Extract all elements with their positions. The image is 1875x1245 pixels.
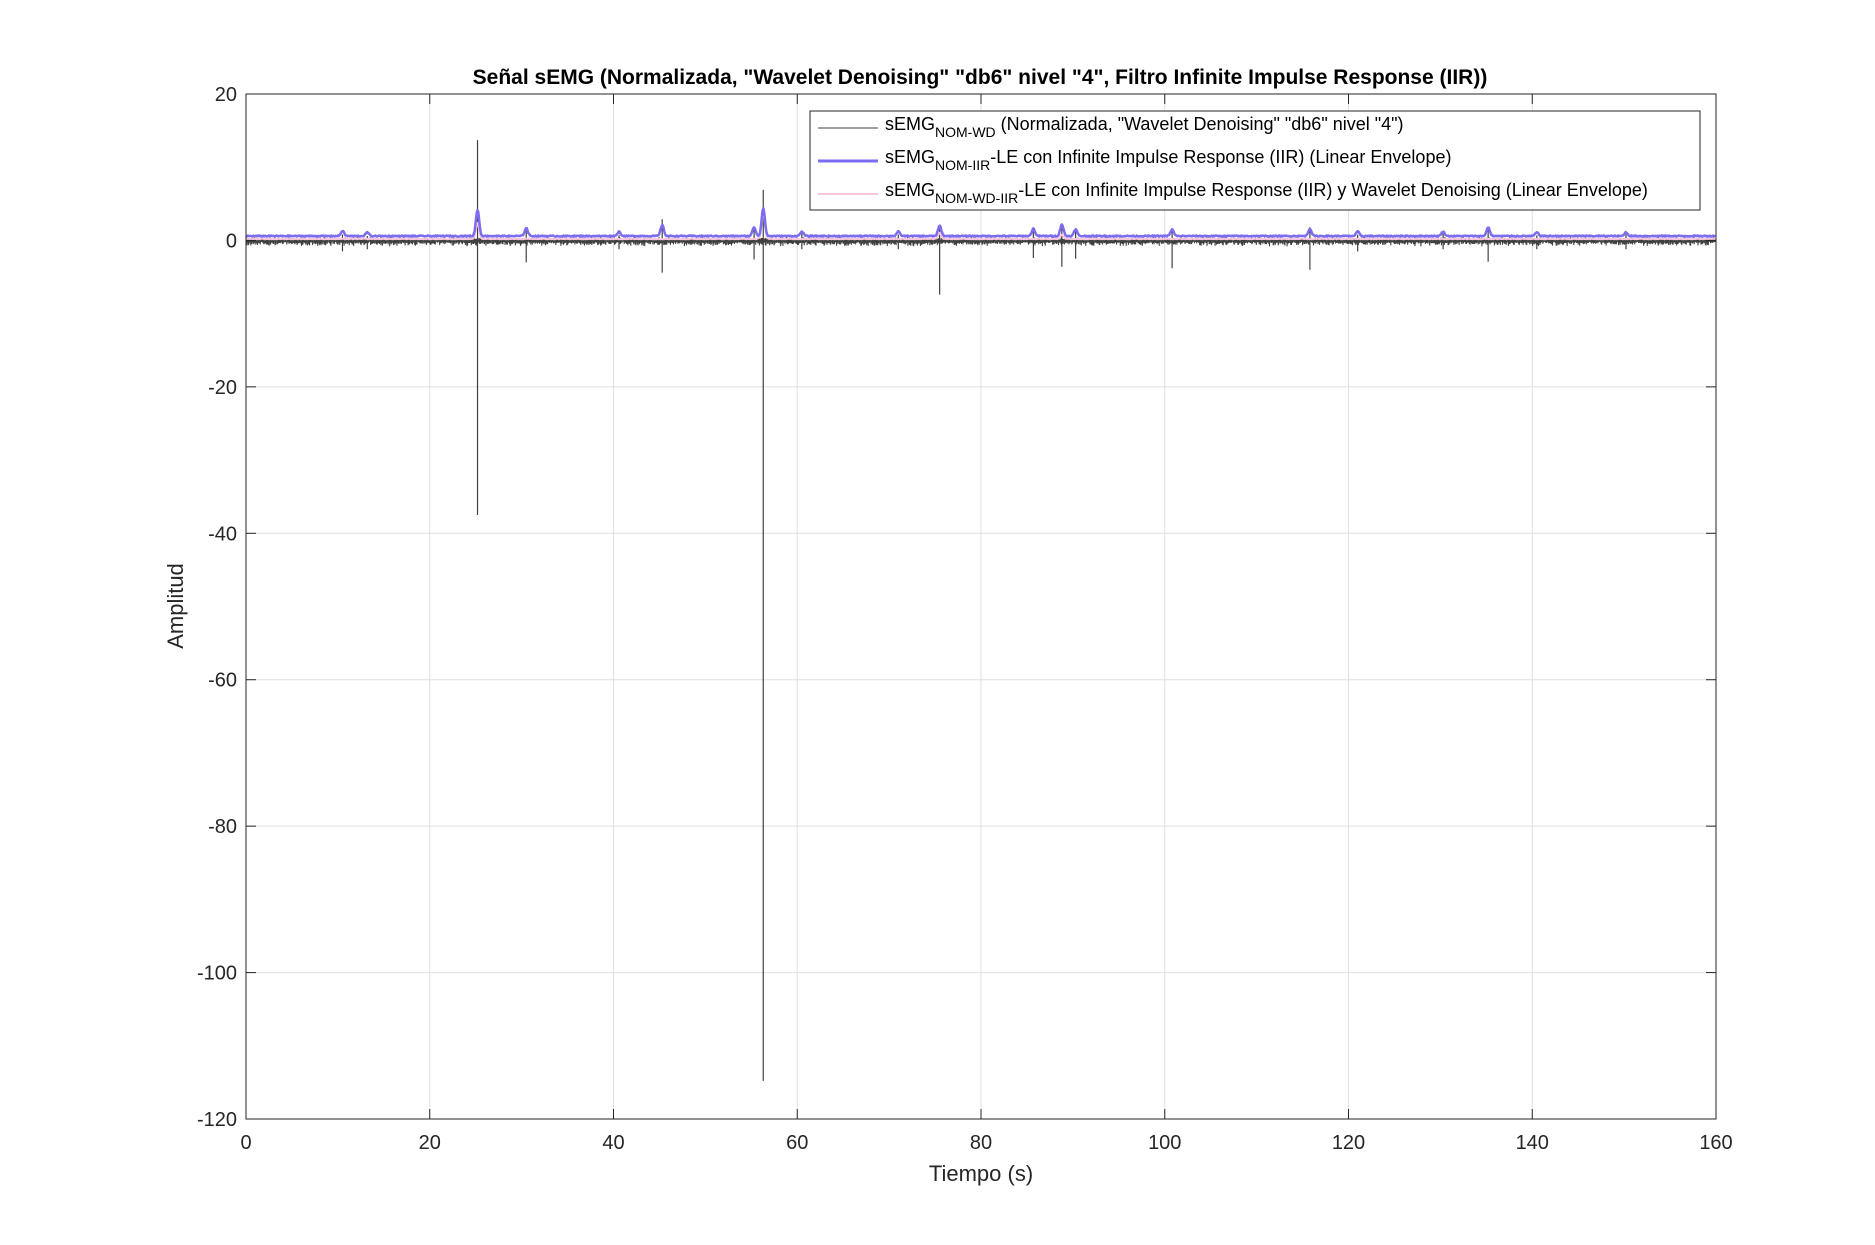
x-tick-label: 0 bbox=[240, 1132, 251, 1154]
y-tick-label: -80 bbox=[208, 816, 237, 838]
y-tick-label: -60 bbox=[208, 670, 237, 692]
legend-box bbox=[809, 110, 1701, 211]
y-tick-label: -20 bbox=[208, 377, 237, 399]
legend-entry-label: sEMGNOM-IIR-LE con Infinite Impulse Resp… bbox=[885, 147, 1451, 173]
legend-entry-label: sEMGNOM-WD (Normalizada, "Wavelet Denois… bbox=[885, 114, 1404, 140]
y-tick-label: -40 bbox=[208, 523, 237, 545]
legend-entry-label: sEMGNOM-WD-IIR-LE con Infinite Impulse R… bbox=[885, 180, 1648, 206]
x-tick-label: 20 bbox=[419, 1132, 441, 1154]
x-tick-label: 80 bbox=[970, 1132, 992, 1154]
y-axis-label: Amplitud bbox=[163, 563, 188, 649]
y-tick-label: 20 bbox=[215, 84, 237, 106]
series-semg-nom-wd-iir-le-line bbox=[245, 211, 1716, 241]
x-tick-label: 40 bbox=[602, 1132, 624, 1154]
x-tick-label: 60 bbox=[786, 1132, 808, 1154]
y-tick-label: -100 bbox=[197, 963, 237, 985]
chart-title: Señal sEMG (Normalizada, "Wavelet Denois… bbox=[473, 66, 1488, 89]
series-layer bbox=[245, 140, 1717, 1081]
x-axis-label: Tiempo (s) bbox=[929, 1161, 1033, 1186]
series-semg-nom-wd-line bbox=[245, 236, 1717, 247]
y-tick-label: -120 bbox=[197, 1109, 237, 1131]
legend: sEMGNOM-WD (Normalizada, "Wavelet Denois… bbox=[809, 110, 1701, 211]
x-tick-label: 120 bbox=[1332, 1132, 1365, 1154]
x-tick-label: 140 bbox=[1516, 1132, 1549, 1154]
x-tick-label: 100 bbox=[1148, 1132, 1181, 1154]
y-tick-label: 0 bbox=[226, 230, 237, 252]
axis-ticks: 0 20 40 60 80 100 120 140 160 20 0 -20 -40 -60 -80 -100… bbox=[197, 84, 1733, 1154]
x-tick-label: 160 bbox=[1699, 1132, 1732, 1154]
series-semg-nom-iir-le-line bbox=[245, 207, 1716, 238]
